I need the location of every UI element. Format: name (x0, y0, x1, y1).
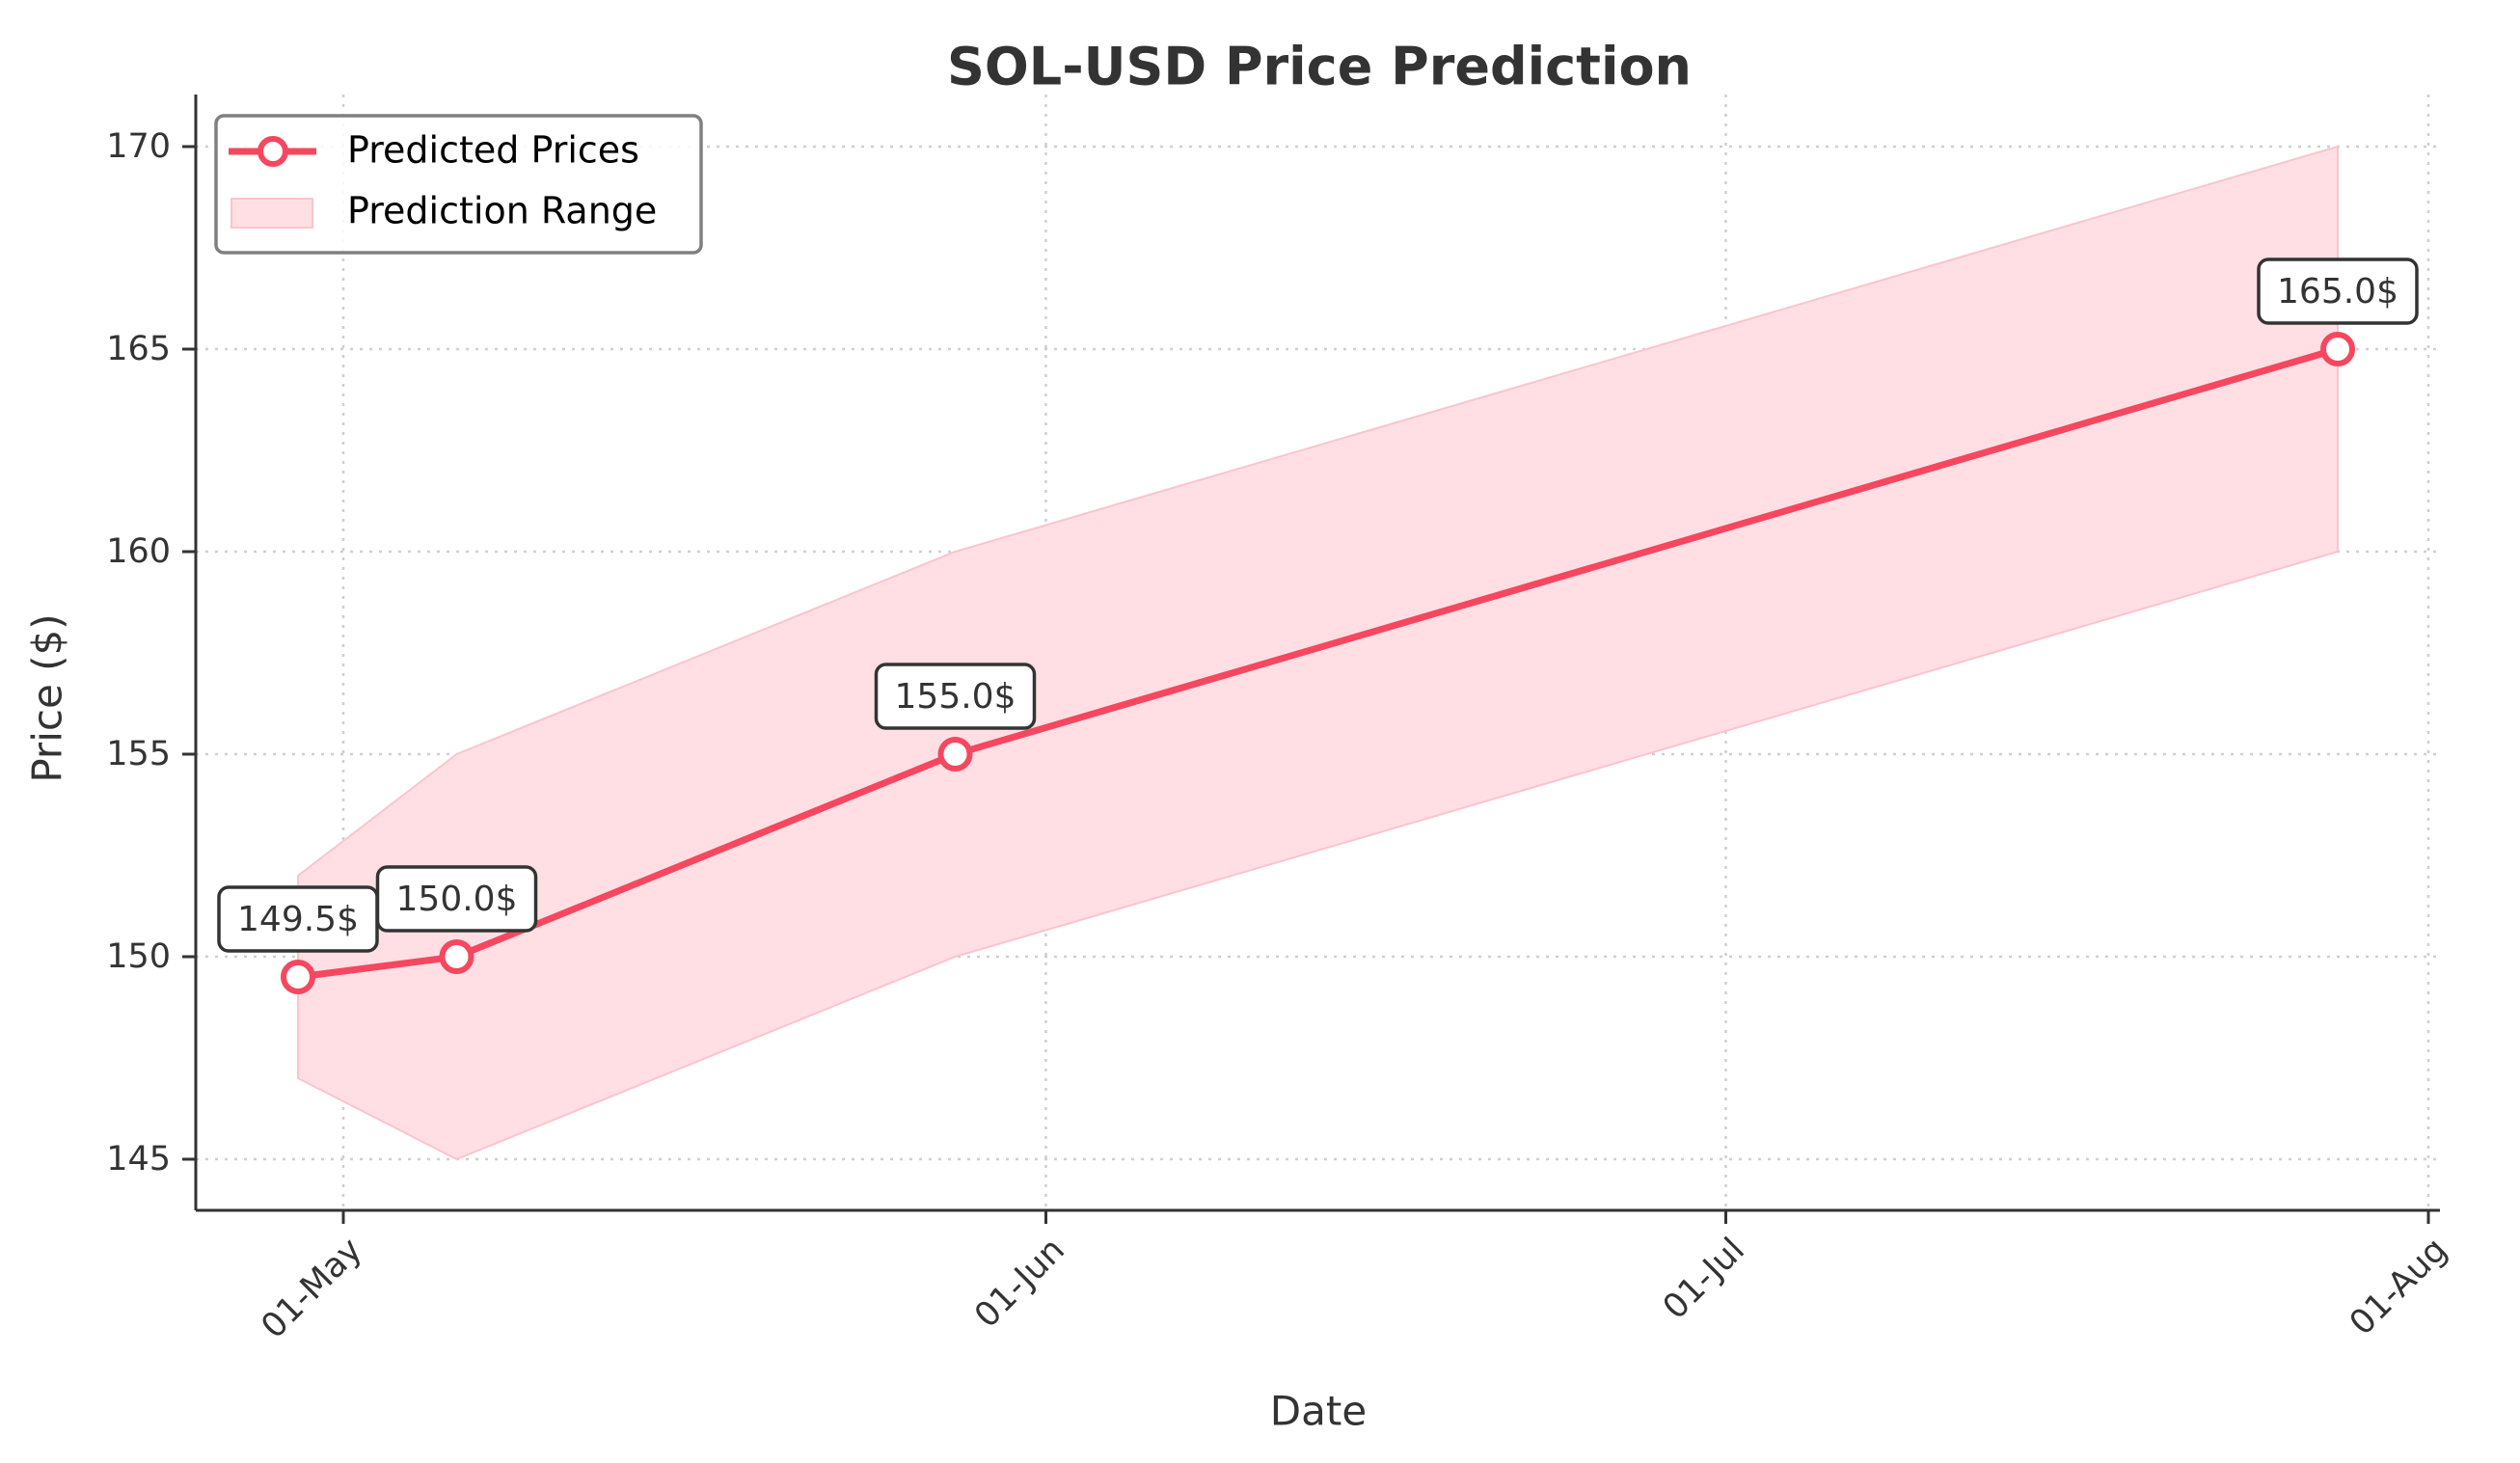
legend: Predicted Prices Prediction Range (214, 114, 703, 255)
gridlines (196, 95, 2440, 1210)
x-tick-label: 01-Aug (2343, 1231, 2454, 1342)
value-annotation: 149.5$ (217, 885, 379, 953)
y-tick-label: 165 (106, 330, 171, 368)
y-tick-label: 150 (106, 937, 171, 976)
legend-item-prediction-range: Prediction Range (230, 190, 657, 232)
annotation-box (874, 663, 1037, 730)
y-axis-ticks: 145 150 155 160 165 170 (106, 127, 196, 1179)
x-tick-label: 01-Jul (1656, 1231, 1752, 1327)
data-point-marker (2320, 332, 2355, 366)
data-point-markers (281, 332, 2355, 994)
x-tick-label: 01-May (255, 1231, 370, 1346)
annotation-label: 149.5$ (237, 900, 359, 939)
x-axis-ticks: 01-May 01-Jun 01-Jul 01-Aug (255, 1210, 2454, 1346)
x-axis-label: Date (1270, 1388, 1367, 1435)
annotation-box (375, 865, 538, 933)
y-tick-label: 155 (106, 735, 171, 773)
value-annotation: 155.0$ (874, 663, 1037, 730)
data-point-marker (937, 737, 973, 772)
annotation-label: 150.0$ (396, 880, 518, 919)
legend-item-predicted-prices: Predicted Prices (229, 129, 639, 172)
data-point-annotations: 149.5$ 150.0$ 155.0$ 165.0$ (217, 257, 2419, 953)
area-swatch-icon (230, 198, 313, 229)
chart-title: SOL-USD Price Prediction (947, 37, 1692, 97)
legend-label: Prediction Range (347, 190, 657, 232)
annotation-box (2257, 257, 2419, 325)
predicted-prices-line (297, 345, 2339, 981)
y-tick-label: 170 (106, 127, 171, 166)
legend-box (214, 114, 703, 255)
annotation-label: 165.0$ (2277, 272, 2398, 312)
y-axis-label: Price ($) (24, 613, 71, 782)
value-annotation: 150.0$ (375, 865, 538, 933)
circle-marker-icon (257, 136, 288, 167)
prediction-range-area (297, 145, 2339, 1161)
annotation-label: 155.0$ (895, 677, 1016, 717)
legend-label: Predicted Prices (347, 129, 639, 172)
y-tick-label: 160 (106, 532, 171, 571)
data-point-marker (281, 960, 315, 994)
x-tick-label: 01-Jun (967, 1231, 1072, 1336)
data-point-marker (439, 939, 474, 974)
y-tick-label: 145 (106, 1140, 171, 1179)
value-annotation: 165.0$ (2257, 257, 2419, 325)
